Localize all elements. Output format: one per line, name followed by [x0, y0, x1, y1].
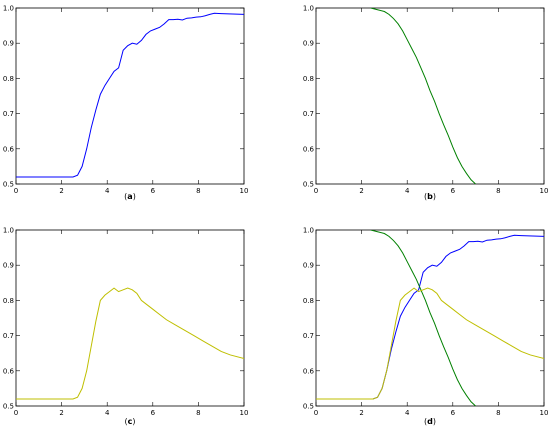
- x-tick-label: 0: [314, 409, 318, 417]
- x-tick-label: 10: [240, 409, 249, 417]
- x-tick-label: 4: [105, 409, 110, 417]
- chart-panel-3: 0 2 4 6 8 10 0.5 0.6 0.7 0.8 0.9 1.0 (c): [3, 227, 249, 427]
- y-tick-label: 1.0: [303, 5, 314, 13]
- y-tick-label: 0.6: [303, 145, 315, 153]
- y-tick-label: 0.5: [3, 181, 14, 189]
- y-tick-label: 0.5: [303, 403, 314, 411]
- x-tick-label: 4: [405, 187, 410, 195]
- chart-panel-2: 0 2 4 6 8 10 0.5 0.6 0.7 0.8 0.9 1.0 (b): [303, 5, 549, 202]
- x-tick-label: 4: [105, 187, 110, 195]
- y-tick-label: 0.7: [3, 110, 14, 118]
- plot-frame: [15, 7, 245, 185]
- y-tick-label: 1.0: [3, 227, 14, 235]
- plot-frame: [315, 229, 545, 407]
- series-line-1: [16, 287, 244, 400]
- y-tick-label: 0.8: [303, 297, 314, 305]
- x-tick-label: 2: [359, 409, 363, 417]
- panel-label: (c): [125, 417, 136, 426]
- y-tick-label: 0.9: [303, 40, 314, 48]
- x-tick-label: 8: [196, 409, 200, 417]
- x-tick-label: 0: [14, 409, 18, 417]
- x-tick-label: 4: [405, 409, 410, 417]
- x-tick-label: 10: [540, 409, 549, 417]
- y-tick-label: 0.6: [3, 145, 15, 153]
- x-tick-label: 2: [359, 187, 363, 195]
- series-line-2: [370, 230, 476, 406]
- x-tick-label: 6: [451, 409, 456, 417]
- y-tick-label: 0.7: [3, 332, 14, 340]
- chart-panel-4: 0 2 4 6 8 10 0.5 0.6 0.7 0.8 0.9 1.0 (d): [303, 227, 549, 427]
- y-tick-label: 0.6: [3, 367, 15, 375]
- x-tick-label: 8: [196, 187, 200, 195]
- series-line-3: [316, 287, 544, 400]
- x-tick-label: 8: [496, 187, 500, 195]
- y-tick-label: 0.9: [3, 40, 14, 48]
- y-tick-label: 0.5: [303, 181, 314, 189]
- y-tick-label: 0.8: [3, 297, 14, 305]
- x-tick-label: 6: [151, 409, 156, 417]
- series-line-1: [370, 8, 476, 184]
- x-tick-label: 10: [540, 187, 549, 195]
- x-tick-label: 0: [314, 187, 318, 195]
- series-line-1: [16, 12, 244, 178]
- panel-label: (b): [424, 192, 436, 201]
- chart-panel-1: 0 2 4 6 8 10 0.5 0.6 0.7 0.8 0.9 1.0 (a): [3, 5, 249, 202]
- y-tick-label: 1.0: [3, 5, 14, 13]
- plot-frame: [315, 7, 545, 185]
- x-tick-label: 6: [451, 187, 456, 195]
- y-tick-label: 0.6: [303, 367, 315, 375]
- panel-label: (a): [124, 192, 136, 201]
- plot-frame: [15, 229, 245, 407]
- x-tick-label: 2: [59, 187, 63, 195]
- panel-label: (d): [424, 417, 436, 426]
- y-tick-label: 0.8: [3, 75, 14, 83]
- y-tick-label: 0.7: [303, 332, 314, 340]
- x-tick-label: 8: [496, 409, 500, 417]
- x-tick-label: 10: [240, 187, 249, 195]
- x-tick-label: 2: [59, 409, 63, 417]
- x-tick-label: 0: [14, 187, 18, 195]
- series-line-1: [316, 234, 544, 400]
- y-tick-label: 1.0: [303, 227, 314, 235]
- y-tick-label: 0.5: [3, 403, 14, 411]
- y-tick-label: 0.8: [303, 75, 314, 83]
- x-tick-label: 6: [151, 187, 156, 195]
- y-tick-label: 0.9: [3, 262, 14, 270]
- y-tick-label: 0.7: [303, 110, 314, 118]
- y-tick-label: 0.9: [303, 262, 314, 270]
